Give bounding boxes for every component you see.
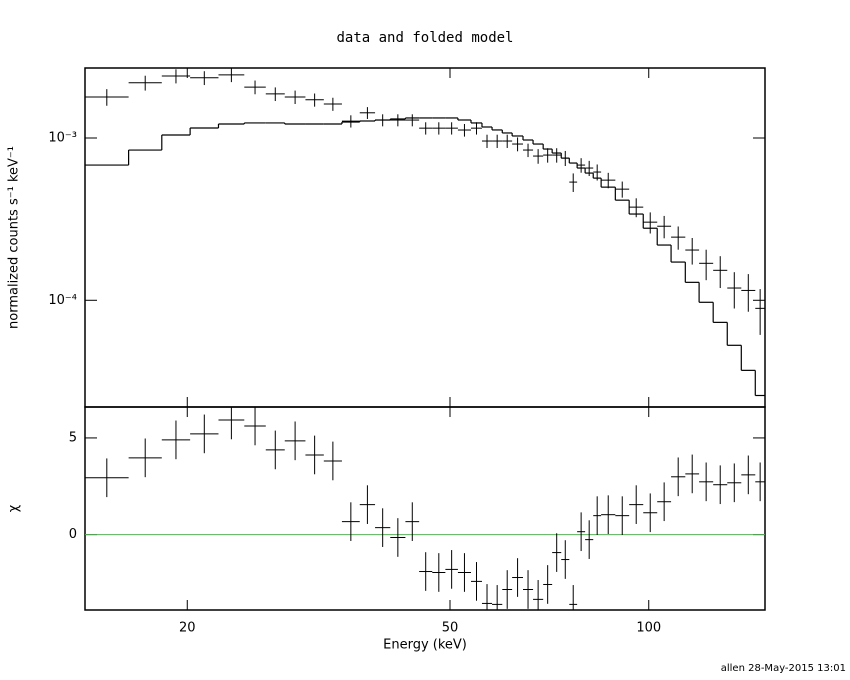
y-tick-label: 5 [69,430,77,445]
plot-frame [84,67,766,408]
x-tick-label: 20 [179,621,196,636]
y-tick-label: 10⁻⁴ [48,293,77,308]
y-tick-label: 0 [69,527,77,542]
plot-frame [84,406,766,611]
x-tick-label: 100 [636,621,661,636]
y-axis-label: normalized counts s⁻¹ keV⁻¹ [7,146,22,329]
y-axis-label: χ [7,504,22,512]
x-axis-label: Energy (keV) [383,638,467,653]
plot-area [85,68,765,397]
x-tick-label: 50 [442,621,459,636]
footer: allen 28-May-2015 13:01 [721,663,846,674]
y-tick-label: 10⁻³ [48,131,77,146]
plot-area [85,407,765,610]
chart-title: data and folded model [336,30,513,46]
